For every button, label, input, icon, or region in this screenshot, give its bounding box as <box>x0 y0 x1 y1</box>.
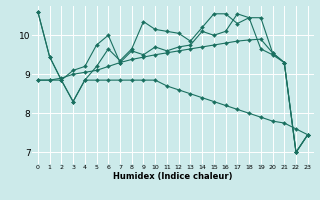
X-axis label: Humidex (Indice chaleur): Humidex (Indice chaleur) <box>113 172 233 181</box>
